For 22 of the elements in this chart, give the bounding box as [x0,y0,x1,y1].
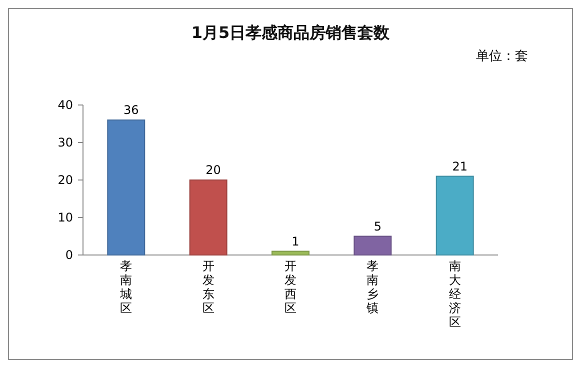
x-tick-label: 开发东区 [202,259,214,315]
y-tick-label: 10 [58,210,73,225]
data-label: 20 [206,163,221,177]
y-tick-label: 40 [58,98,73,112]
data-label: 1 [292,234,300,248]
y-tick-label: 20 [58,173,73,188]
x-tick-label: 孝南乡镇 [366,259,379,315]
bar [354,236,392,256]
bar [272,250,310,256]
data-label: 5 [374,219,382,234]
bar [107,120,146,256]
x-tick-label: 孝南城区 [119,259,132,315]
data-label: 21 [452,159,468,174]
chart-title: 1月5日孝感商品房销售套数 [191,23,391,42]
bar [436,176,474,256]
bar [189,180,228,256]
x-tick-label: 南大经济区 [448,259,461,329]
data-label: 36 [124,103,139,117]
x-tick-label: 开发西区 [284,259,296,315]
text: 单位：套 [476,49,528,64]
y-tick-label: 0 [65,248,73,262]
y-tick-label: 30 [58,136,73,150]
